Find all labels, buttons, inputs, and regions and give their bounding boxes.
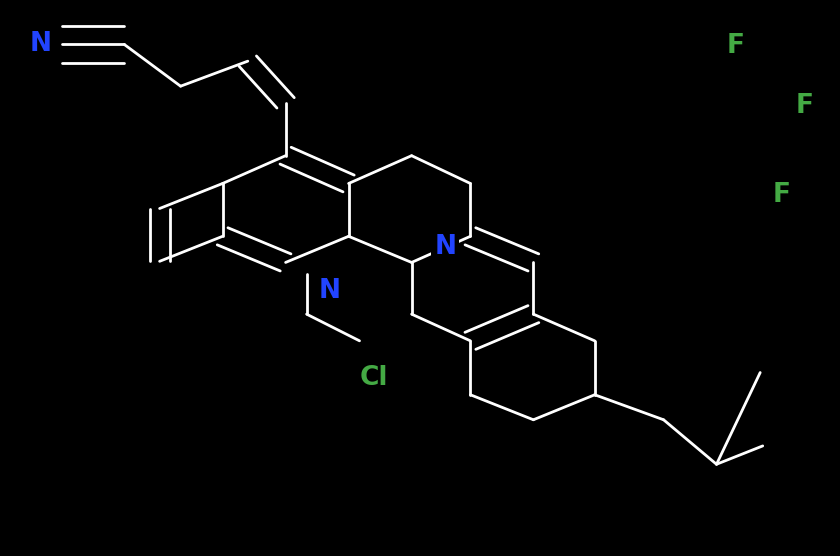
Text: F: F <box>727 33 745 58</box>
Text: F: F <box>795 93 814 118</box>
Text: N: N <box>318 278 340 304</box>
Text: N: N <box>434 235 456 260</box>
Text: Cl: Cl <box>360 365 388 391</box>
Text: N: N <box>29 32 51 57</box>
Text: F: F <box>772 182 790 207</box>
